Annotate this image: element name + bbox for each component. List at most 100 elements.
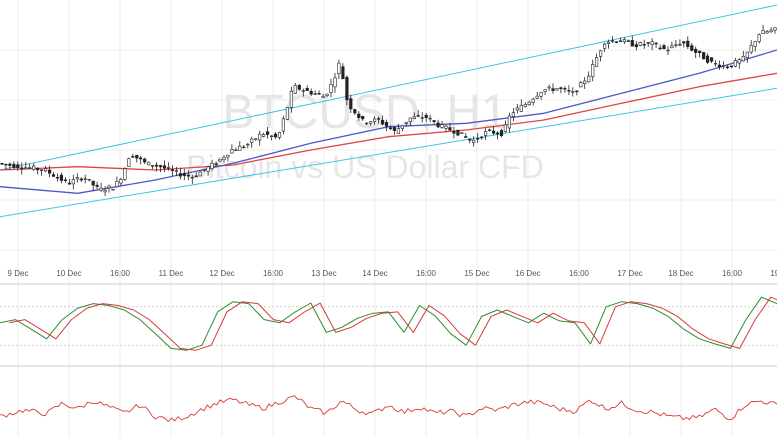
candle-body xyxy=(8,163,12,166)
candle-body xyxy=(539,92,543,97)
candlesticks xyxy=(0,24,777,196)
main-price-panel xyxy=(0,4,777,218)
candle-body xyxy=(575,90,579,93)
x-tick-label: 14 Dec xyxy=(362,269,387,278)
candle-body xyxy=(186,174,190,177)
candle-body xyxy=(36,167,40,171)
candle-body xyxy=(51,174,56,177)
candle-body xyxy=(626,40,630,42)
candle-body xyxy=(460,132,464,134)
candle-body xyxy=(32,165,36,170)
candle-body xyxy=(67,182,71,185)
candle-body xyxy=(285,107,290,120)
candle-body xyxy=(131,156,135,158)
x-tick-label: 12 Dec xyxy=(209,269,234,278)
watermark-description: Bitcoin vs US Dollar CFD xyxy=(186,149,543,185)
candle-body xyxy=(380,119,385,125)
candle-body xyxy=(313,93,317,95)
candle-body xyxy=(412,116,416,120)
candle-body xyxy=(464,136,468,138)
candle-body xyxy=(622,38,626,42)
candle-body xyxy=(519,104,523,112)
candle-body xyxy=(190,177,194,179)
candle-body xyxy=(361,116,365,120)
candle-body xyxy=(674,44,678,46)
candle-body xyxy=(531,98,535,103)
candle-body xyxy=(773,27,777,31)
candle-body xyxy=(59,174,63,181)
candle-body xyxy=(591,64,595,77)
candle-body xyxy=(491,130,496,134)
candle-body xyxy=(99,187,103,191)
candle-body xyxy=(610,40,615,42)
candle-body xyxy=(166,167,171,169)
candle-body xyxy=(571,91,575,93)
candle-body xyxy=(396,128,401,134)
candle-body xyxy=(206,166,210,172)
candle-body xyxy=(293,85,297,94)
candle-body xyxy=(4,163,8,166)
candle-body xyxy=(702,52,706,60)
candle-body xyxy=(230,149,234,154)
candle-body xyxy=(71,179,75,185)
candle-body xyxy=(583,80,587,84)
candle-body xyxy=(246,143,250,146)
candle-body xyxy=(523,104,527,108)
candle-body xyxy=(155,164,159,167)
candle-body xyxy=(444,125,448,129)
candle-body xyxy=(555,88,559,91)
candle-body xyxy=(535,95,539,99)
candle-body xyxy=(222,157,226,160)
candle-body xyxy=(238,145,242,151)
candle-body xyxy=(111,189,115,191)
candle-body xyxy=(694,48,698,53)
candle-body xyxy=(281,118,286,132)
candle-body xyxy=(234,149,238,151)
candle-body xyxy=(115,181,119,188)
candle-body xyxy=(765,31,769,34)
candle-body xyxy=(321,96,325,98)
candle-body xyxy=(480,136,484,139)
candle-body xyxy=(63,179,67,181)
candle-body xyxy=(254,138,258,140)
candle-body xyxy=(642,44,646,46)
x-tick-label: 16:00 xyxy=(722,269,743,278)
candle-body xyxy=(289,90,294,108)
candle-body xyxy=(757,34,761,42)
candle-body xyxy=(420,117,424,119)
candle-body xyxy=(507,115,512,129)
candle-body xyxy=(214,163,218,165)
candle-body xyxy=(301,90,305,92)
candle-body xyxy=(329,84,333,93)
candle-body xyxy=(547,86,551,89)
candle-body xyxy=(123,168,127,180)
candle-body xyxy=(0,163,4,165)
candle-body xyxy=(388,127,393,130)
x-tick-label: 16:00 xyxy=(416,269,437,278)
candle-body xyxy=(650,41,654,45)
candle-body xyxy=(729,65,733,68)
candle-body xyxy=(476,138,480,140)
candle-body xyxy=(452,131,456,134)
candle-body xyxy=(543,89,547,92)
candle-body xyxy=(404,121,408,124)
x-tick-label: 16:00 xyxy=(569,269,590,278)
candle-body xyxy=(448,127,452,131)
rsi-panel xyxy=(0,395,777,422)
candle-body xyxy=(182,173,186,176)
candle-body xyxy=(218,158,222,162)
candle-body xyxy=(400,125,405,129)
candle-body xyxy=(376,118,381,120)
candle-body xyxy=(416,115,420,117)
candle-body xyxy=(357,113,361,119)
candle-body xyxy=(614,41,618,43)
candle-body xyxy=(107,185,111,189)
candle-body xyxy=(424,114,428,118)
x-tick-label: 17 Dec xyxy=(617,269,642,278)
candle-body xyxy=(265,131,270,135)
candle-body xyxy=(690,45,694,51)
candle-body xyxy=(309,91,313,95)
candle-body xyxy=(579,82,583,88)
candle-body xyxy=(20,167,24,170)
